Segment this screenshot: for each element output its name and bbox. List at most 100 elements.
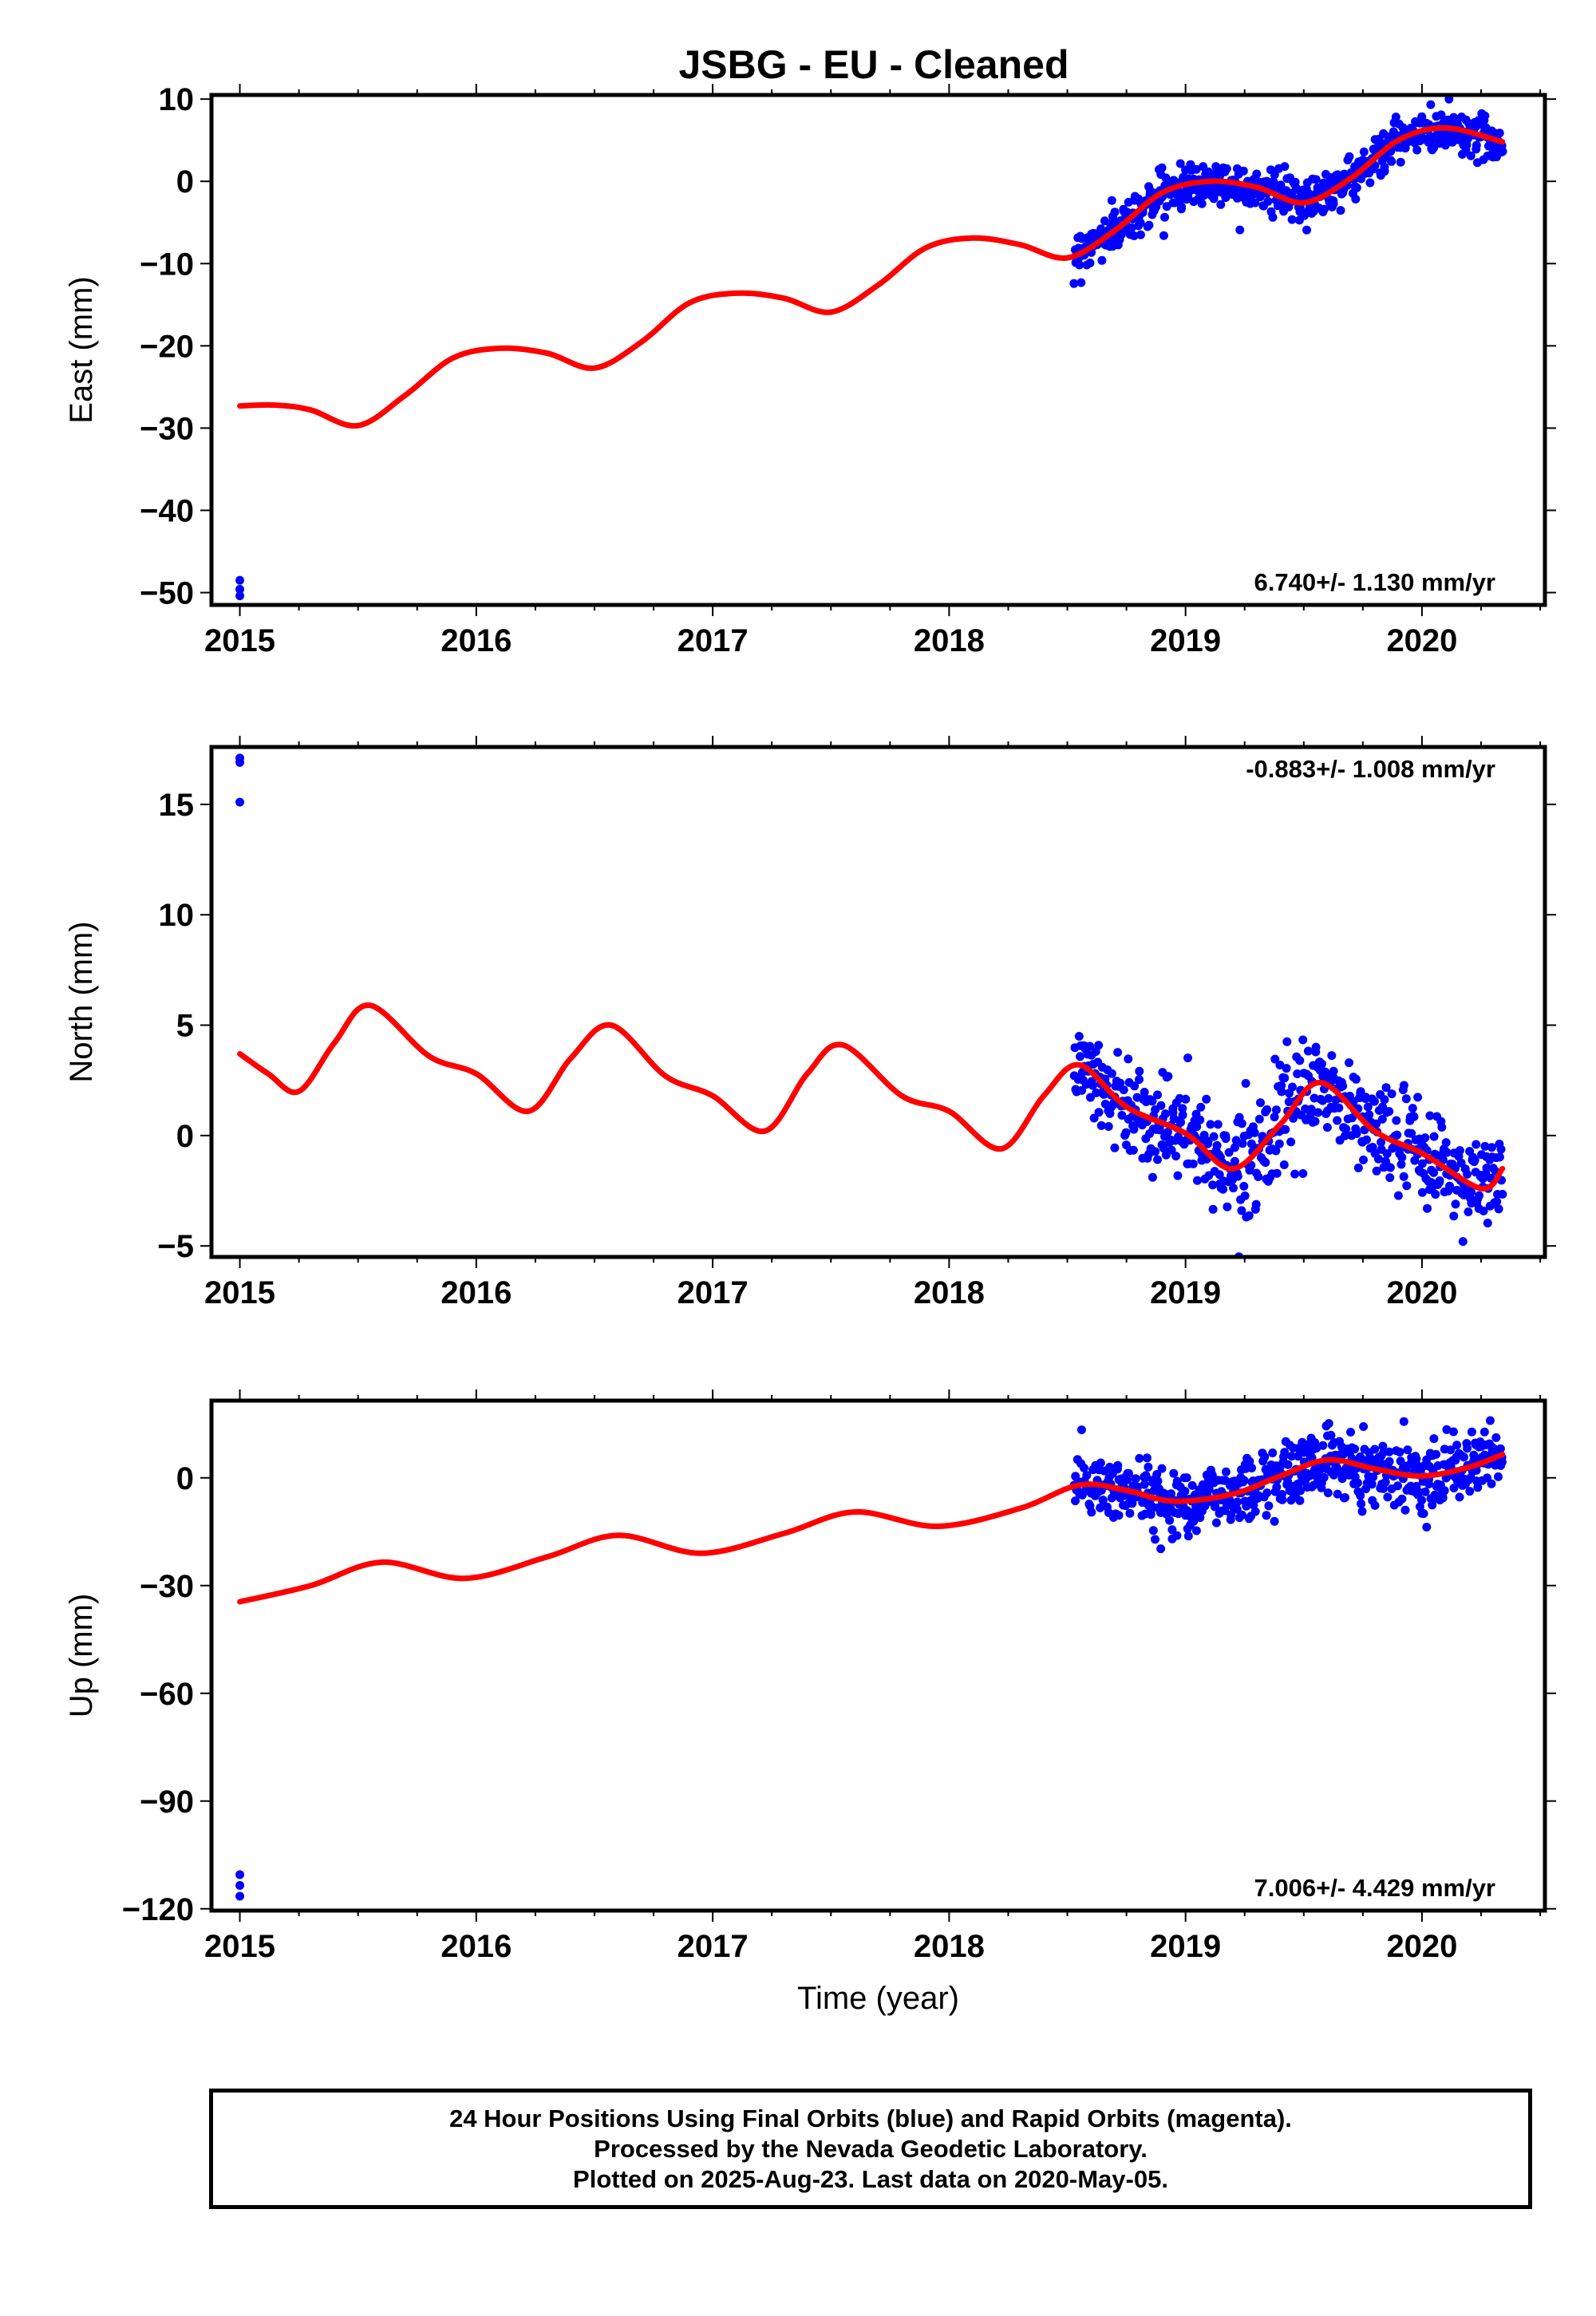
data-point	[1117, 1111, 1127, 1120]
data-point	[1352, 183, 1361, 192]
data-point	[1396, 1160, 1406, 1169]
y-tick-label: −30	[140, 1569, 194, 1604]
x-tick-label: 2019	[1150, 623, 1221, 658]
data-point	[1219, 1184, 1228, 1194]
data-point	[1262, 1511, 1271, 1520]
data-point	[1142, 1472, 1152, 1482]
data-point	[1311, 175, 1321, 184]
y-tick-label: −90	[140, 1784, 194, 1820]
data-point	[1287, 1452, 1297, 1461]
data-point	[1096, 1458, 1105, 1468]
data-point	[1144, 220, 1154, 230]
data-point	[1239, 1476, 1249, 1485]
data-point	[1188, 1159, 1198, 1168]
data-point	[1189, 1516, 1199, 1526]
data-point	[1153, 1476, 1163, 1486]
data-point	[1479, 1206, 1488, 1215]
x-tick-label: 2015	[204, 623, 275, 658]
data-point	[1071, 1496, 1080, 1506]
data-point	[1310, 1117, 1320, 1126]
data-point	[1352, 1129, 1361, 1138]
data-point	[1270, 170, 1279, 180]
data-point	[1367, 1480, 1377, 1489]
data-point	[1206, 1120, 1215, 1129]
data-point	[1494, 1204, 1503, 1214]
model-fit-line	[237, 1452, 1506, 1605]
data-point	[1130, 1081, 1140, 1091]
data-point	[1276, 180, 1286, 190]
data-point	[1271, 1146, 1281, 1156]
data-point	[1233, 1172, 1242, 1181]
data-point	[235, 757, 245, 767]
data-point	[1251, 1199, 1261, 1209]
data-point	[1140, 1480, 1149, 1489]
data-point	[1485, 1416, 1495, 1425]
data-point	[1097, 255, 1107, 265]
x-axis-label: Time (year)	[797, 1981, 959, 2016]
data-point	[1467, 1427, 1476, 1437]
data-point	[1264, 1501, 1274, 1511]
data-point	[1196, 1102, 1206, 1112]
data-point	[1096, 1120, 1106, 1130]
data-point	[1163, 1072, 1173, 1081]
data-point	[1393, 1130, 1402, 1140]
data-point	[1077, 1425, 1086, 1435]
data-point	[1445, 1181, 1454, 1191]
data-point	[1429, 1132, 1439, 1141]
data-point	[1452, 1441, 1462, 1450]
data-point	[1240, 1191, 1250, 1200]
data-point	[1268, 212, 1278, 222]
data-point	[1463, 1444, 1472, 1453]
data-point	[1153, 1155, 1162, 1164]
y-tick-label: 0	[176, 1119, 194, 1154]
data-point	[1442, 1148, 1452, 1157]
data-point	[1306, 1105, 1316, 1114]
data-point	[1466, 151, 1476, 160]
data-point	[1237, 1119, 1246, 1128]
data-point	[1262, 1488, 1272, 1498]
data-point	[1282, 1064, 1291, 1073]
data-point	[1396, 157, 1405, 167]
data-point	[1496, 1144, 1506, 1154]
data-point	[1128, 1145, 1138, 1155]
data-point	[1438, 1493, 1448, 1503]
y-tick-label: −30	[140, 411, 194, 446]
data-point	[1247, 1464, 1257, 1472]
data-point	[1272, 1168, 1282, 1178]
data-point	[1393, 1481, 1402, 1491]
data-point	[1377, 1114, 1387, 1124]
velocity-annotation: 7.006+/- 4.429 mm/yr	[1254, 1874, 1495, 1902]
data-point	[1169, 1468, 1179, 1478]
data-point	[1420, 1487, 1430, 1496]
data-point	[1475, 1191, 1484, 1200]
data-point	[1237, 1510, 1246, 1520]
data-point	[1272, 1482, 1282, 1492]
x-tick-label: 2017	[678, 1929, 749, 1964]
data-point	[1180, 1487, 1190, 1496]
data-point	[1229, 1184, 1238, 1193]
data-point	[1254, 1114, 1264, 1124]
data-point	[1116, 1078, 1125, 1088]
data-point	[1178, 1104, 1187, 1113]
data-point	[1303, 1046, 1313, 1056]
data-point	[1397, 1494, 1407, 1504]
data-point	[1322, 1123, 1332, 1132]
data-point	[1326, 1430, 1336, 1440]
data-point	[1387, 1089, 1396, 1099]
data-point	[1270, 1113, 1279, 1122]
data-point	[1191, 164, 1201, 174]
data-point	[1412, 1454, 1421, 1464]
data-point	[1440, 1486, 1449, 1496]
data-point	[1215, 1170, 1224, 1180]
x-tick-label: 2018	[914, 1275, 985, 1310]
data-point	[1428, 1500, 1437, 1510]
plot-frame	[209, 93, 1547, 607]
data-point	[1076, 1052, 1084, 1061]
data-point	[1381, 1083, 1391, 1093]
data-point	[1230, 1143, 1239, 1152]
x-tick-label: 2018	[914, 1929, 985, 1964]
data-point	[1181, 1094, 1191, 1104]
data-point	[1089, 1113, 1099, 1123]
data-point	[1472, 1140, 1481, 1149]
data-point	[1142, 1453, 1152, 1463]
